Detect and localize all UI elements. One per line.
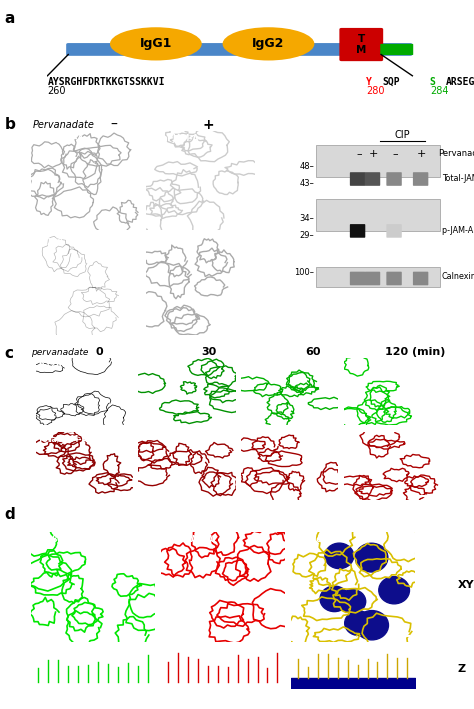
Text: Z: Z: [457, 664, 465, 674]
Text: Calnexin: Calnexin: [442, 272, 474, 281]
Text: +: +: [369, 150, 378, 160]
Text: 60: 60: [305, 347, 320, 357]
FancyBboxPatch shape: [386, 272, 402, 285]
Text: CIP: CIP: [394, 130, 410, 140]
Text: Total-JAM-A: Total-JAM-A: [442, 174, 474, 183]
Text: a: a: [5, 11, 15, 26]
Text: 30: 30: [201, 347, 216, 357]
Text: Total JAM-A: Total JAM-A: [38, 435, 88, 444]
Text: 260: 260: [47, 86, 66, 96]
Text: d: d: [5, 507, 16, 522]
Text: Pervanadate: Pervanadate: [33, 120, 95, 130]
Text: XY: XY: [457, 580, 474, 590]
Circle shape: [320, 586, 349, 612]
Text: –: –: [356, 150, 362, 160]
Text: 34–: 34–: [299, 214, 314, 223]
FancyBboxPatch shape: [386, 224, 402, 238]
Text: –: –: [392, 150, 398, 160]
Text: IgG2: IgG2: [252, 38, 285, 50]
Circle shape: [356, 610, 389, 640]
Text: 0: 0: [96, 347, 103, 357]
Ellipse shape: [110, 27, 202, 60]
FancyBboxPatch shape: [380, 44, 413, 55]
FancyBboxPatch shape: [339, 28, 383, 61]
Text: p-Y280: p-Y280: [35, 535, 64, 544]
Text: SQP: SQP: [382, 77, 400, 87]
Text: Merge: Merge: [294, 535, 322, 544]
Text: 120 (min): 120 (min): [384, 347, 445, 357]
Text: 100–: 100–: [294, 268, 314, 277]
Text: AYSRGHFDRTKKGTSSKKVI: AYSRGHFDRTKKGTSSKKVI: [47, 77, 165, 87]
Text: Y: Y: [366, 77, 372, 87]
Text: T
M: T M: [356, 33, 366, 55]
FancyBboxPatch shape: [413, 272, 428, 285]
FancyBboxPatch shape: [413, 172, 428, 186]
Ellipse shape: [223, 27, 314, 60]
Text: 284: 284: [430, 86, 448, 96]
Text: pervanadate: pervanadate: [31, 348, 88, 357]
FancyBboxPatch shape: [386, 172, 402, 186]
FancyBboxPatch shape: [316, 199, 440, 231]
Text: IgG1: IgG1: [140, 38, 172, 50]
FancyBboxPatch shape: [365, 172, 380, 186]
Circle shape: [356, 543, 388, 572]
Text: S: S: [430, 77, 436, 87]
Circle shape: [339, 590, 366, 613]
Text: 29–: 29–: [299, 231, 314, 240]
FancyBboxPatch shape: [350, 172, 365, 186]
Text: Pervanadate: Pervanadate: [438, 150, 474, 158]
Text: ARSEGEFKQTSSFLV: ARSEGEFKQTSSFLV: [446, 77, 474, 87]
Text: Total JAM-A: Total JAM-A: [34, 134, 83, 143]
FancyBboxPatch shape: [316, 145, 440, 177]
Text: c: c: [5, 346, 14, 361]
Text: +: +: [417, 150, 427, 160]
Text: p-Y280: p-Y280: [38, 360, 67, 369]
FancyBboxPatch shape: [365, 272, 380, 285]
Text: 48–: 48–: [299, 162, 314, 171]
Text: p-JAM-A Y280: p-JAM-A Y280: [442, 226, 474, 235]
Text: +: +: [203, 118, 214, 132]
FancyBboxPatch shape: [66, 43, 412, 56]
Circle shape: [381, 579, 407, 601]
Text: 280: 280: [366, 86, 384, 96]
FancyBboxPatch shape: [350, 272, 365, 285]
Text: –: –: [110, 118, 117, 132]
Text: b: b: [5, 117, 16, 132]
Text: 43–: 43–: [299, 179, 314, 189]
FancyBboxPatch shape: [316, 267, 440, 286]
Text: p-Y280: p-Y280: [149, 238, 178, 247]
Text: p-Y280: p-Y280: [34, 238, 63, 247]
Circle shape: [325, 543, 354, 569]
Circle shape: [379, 576, 410, 604]
Circle shape: [345, 611, 373, 635]
FancyBboxPatch shape: [350, 224, 365, 238]
Text: Total JAM-A: Total JAM-A: [164, 535, 214, 544]
Text: Total JAM-A: Total JAM-A: [149, 134, 198, 143]
